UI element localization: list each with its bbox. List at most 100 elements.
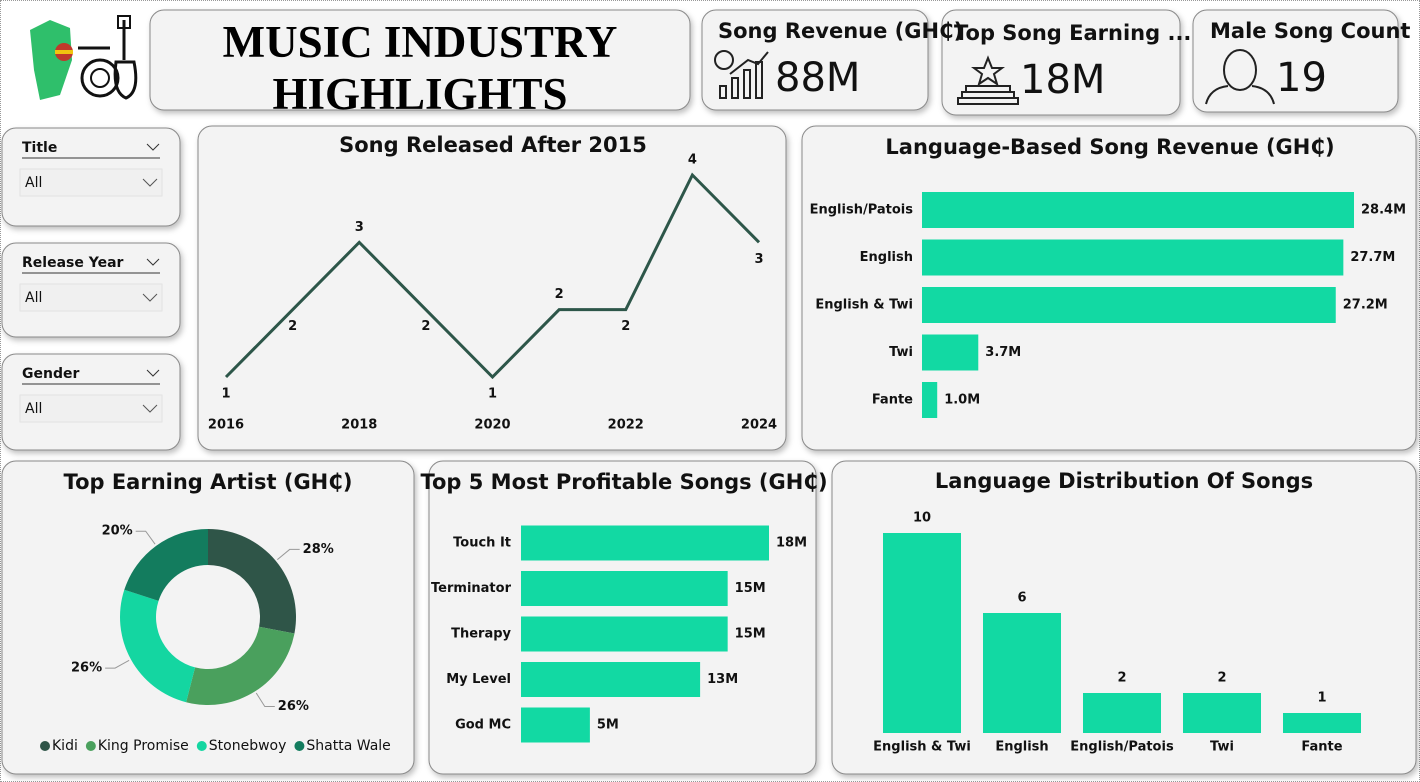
legend-marker [196,741,207,751]
filter-dropdown[interactable] [19,394,163,423]
kpi-label: Male Song Count [1210,19,1410,43]
filter-label: Title [22,140,57,156]
chevron [142,404,158,413]
chart-title: Top Earning Artist (GH₵) [64,470,353,494]
bar [1083,693,1161,733]
chart-title: Language-Based Song Revenue (GH₵) [885,135,1334,159]
bar [521,662,701,697]
revenue-icon [714,50,769,99]
legend-marker [40,741,50,751]
legend-label: Stonebwoy [209,738,287,754]
dashboard-title: MUSIC INDUSTRY HIGHLIGHTS [222,17,618,119]
kpi-card [1192,9,1399,113]
chart-title: Top 5 Most Profitable Songs (GH₵) [420,470,827,494]
x-tick-label: 2018 [341,418,377,433]
chart-title: Song Released After 2015 [339,133,647,157]
filter-value: All [25,401,42,417]
chart-panel [1,460,415,775]
chevron [142,293,158,302]
data-label: 1 [488,387,497,402]
x-tick-label: 2024 [741,418,777,433]
x-tick-label: 2016 [208,418,244,433]
data-label: 26% [71,661,102,676]
data-label: 4 [688,153,697,168]
title-panel [149,9,691,111]
donut-slice [208,529,296,634]
podium-icon [957,55,1019,105]
data-label: 3.7M [985,345,1021,360]
data-label: 28.4M [1361,203,1406,218]
kpi-card [701,9,929,111]
chart-panel [197,125,787,451]
bar [922,334,979,371]
chart-title: Language Distribution Of Songs [935,469,1313,493]
filter-value: All [25,175,42,191]
chevron [146,258,160,266]
category-label: English [995,740,1048,755]
leader-line [255,692,275,707]
bar [922,239,1344,276]
data-label: 20% [102,524,133,539]
data-label: 3 [355,220,364,235]
bar [922,192,1354,228]
chevron [146,143,160,151]
kpi-value: 19 [1276,55,1327,101]
data-label: 5M [597,718,619,733]
data-label: 2 [421,319,430,334]
bar [1183,693,1261,733]
data-label: 18M [776,536,807,551]
kpi-value: 88M [775,55,860,101]
filter-value: All [25,290,42,306]
leader-line [277,548,300,561]
filter-dropdown[interactable] [19,168,163,197]
kpi-card [941,9,1181,116]
bar [1283,713,1361,733]
legend-label: King Promise [98,738,189,754]
bar [521,525,769,561]
data-label: 6 [1017,591,1026,606]
data-label: 2 [621,319,630,334]
data-label: 2 [288,319,297,334]
category-label: English [860,250,913,265]
category-label: English & Twi [815,298,913,313]
legend-label: Kidi [52,738,78,754]
data-label: 2 [1217,671,1226,686]
bar [521,707,590,743]
donut-slice [120,589,196,703]
data-label: 1 [1317,691,1326,706]
logo [30,15,138,100]
category-label: My Level [446,672,511,687]
data-label: 27.7M [1350,250,1395,265]
data-label: 2 [1117,671,1126,686]
category-label: Twi [889,345,913,360]
data-label: 3 [754,252,763,267]
donut-slice [124,529,208,601]
x-tick-label: 2020 [474,418,510,433]
data-label: 1 [221,387,230,402]
filter-label: Release Year [22,255,124,271]
filter-label: Gender [22,366,79,382]
data-label: 28% [303,542,334,557]
category-label: English & Twi [873,740,971,755]
category-label: Twi [1210,740,1234,755]
category-label: Terminator [431,581,512,596]
legend-marker [294,741,305,751]
kpi-label: Song Revenue (GH₵) [718,19,963,43]
line [224,172,761,380]
category-label: Fante [1301,740,1342,755]
data-label: 26% [278,699,309,714]
bar [521,571,728,606]
category-label: Therapy [451,627,511,642]
data-label: 10 [913,511,931,526]
bar [922,382,938,418]
category-label: English/Patois [810,203,914,218]
x-tick-label: 2022 [608,418,644,433]
donut-slice [186,626,295,705]
data-label: 27.2M [1343,298,1388,313]
data-label: 1.0M [944,393,980,408]
category-label: God MC [455,718,511,733]
category-label: Fante [872,393,913,408]
legend-label: Shatta Wale [306,738,390,754]
filter-dropdown[interactable] [19,283,163,312]
